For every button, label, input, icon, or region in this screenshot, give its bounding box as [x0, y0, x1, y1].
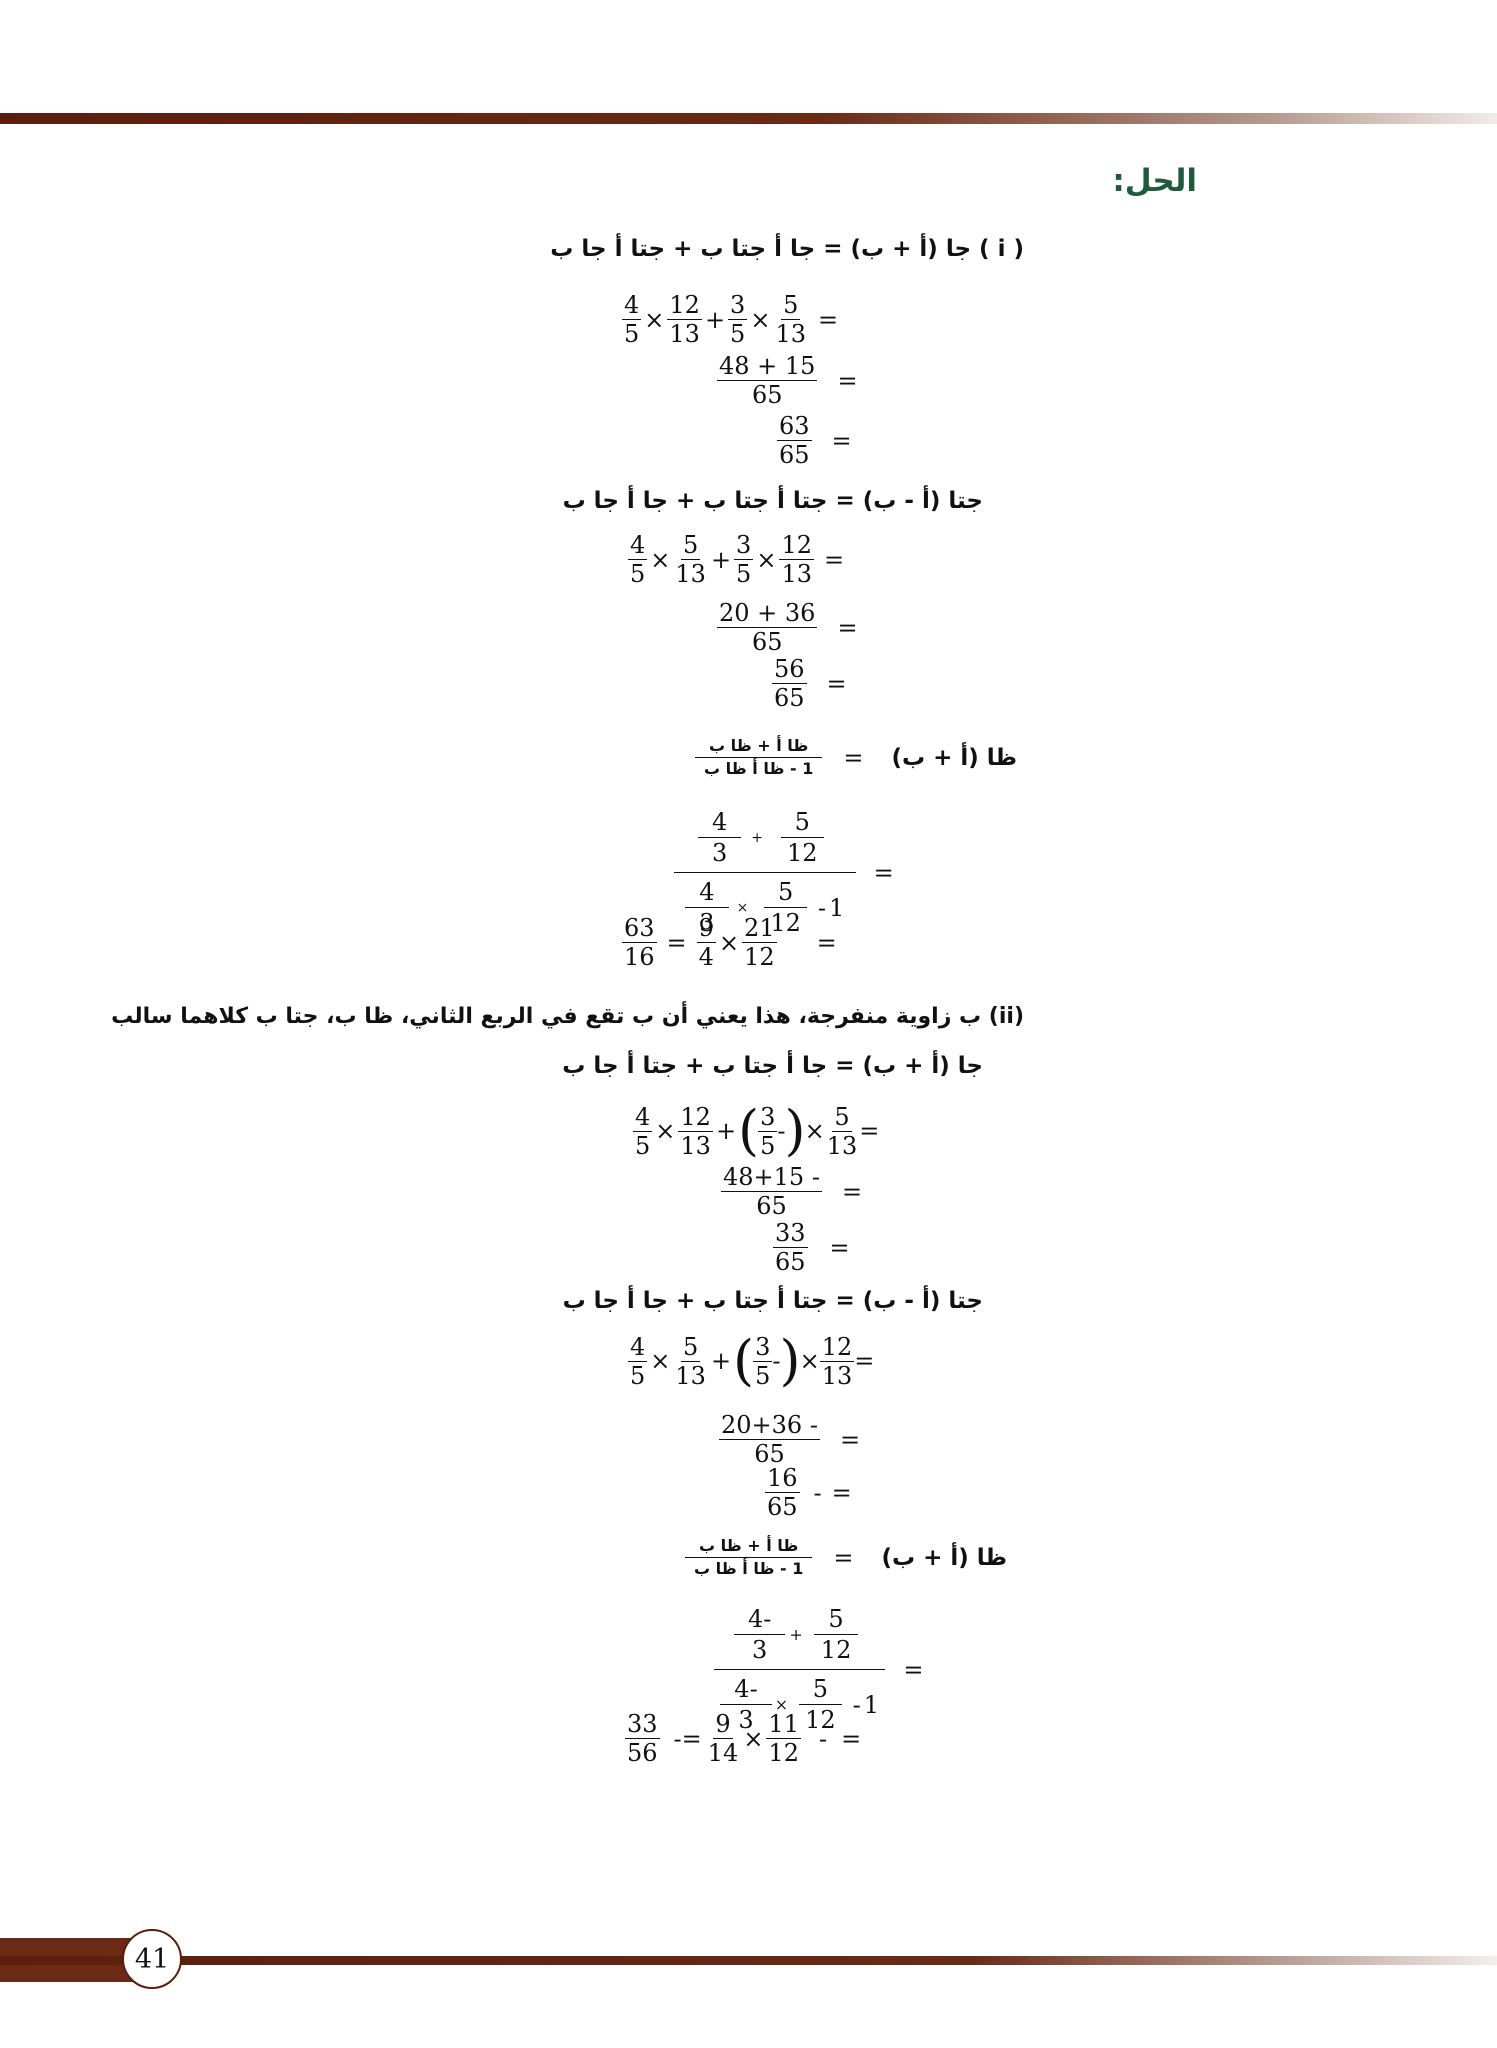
part-ii-sin-step-2: 48+15 -65 =	[721, 1165, 862, 1218]
part-i-cos-result: 56 65 =	[772, 657, 847, 710]
fraction: 5 13	[673, 533, 708, 586]
part-ii-cos-diff-formula: جتا (أ - ب) = جتا أ جتا ب + جا أ جا ب	[563, 1288, 983, 1314]
fraction: 9 14	[706, 1712, 741, 1765]
fraction: 12 13	[779, 533, 814, 586]
part-i-sin-sum-formula: ( i ) جا (أ + ب) = جا أ جتا ب + جتا أ جا…	[550, 236, 1024, 262]
fraction: 48+15 -65	[721, 1165, 822, 1218]
fraction: 5 13	[773, 293, 808, 346]
fraction: 48 + 15 65	[717, 354, 817, 407]
fraction: 12 13	[667, 293, 702, 346]
part-ii-sin-sum-formula: جا (أ + ب) = جا أ جتا ب + جتا أ جا ب	[562, 1053, 983, 1079]
part-ii-tan-label: ظا (أ + ب)	[881, 1545, 1007, 1571]
fraction: 56 65	[772, 657, 807, 710]
fraction: 5 13	[825, 1105, 860, 1158]
part-i-cos-diff-formula: جتا (أ - ب) = جتا أ جتا ب + جا أ جا ب	[563, 488, 983, 514]
part-i-sin-step-2: 48 + 15 65 =	[717, 354, 858, 407]
part-ii-sin-result: 33 65 =	[773, 1221, 850, 1274]
part-ii-tan-result: 33 56 -= 9 14 × 11 12 - =	[625, 1712, 861, 1765]
fraction: 5 13	[673, 1335, 708, 1388]
fraction: 20+36 -65	[719, 1413, 820, 1466]
fraction: 5 12	[773, 807, 832, 868]
fraction: 12 13	[820, 1335, 855, 1388]
part-ii-cos-result: 16 65 - =	[765, 1466, 852, 1519]
fraction: 12 13	[678, 1105, 713, 1158]
part-ii-cos-step-2: 20+36 -65 =	[719, 1413, 860, 1466]
fraction: 63 16	[622, 916, 657, 969]
page-number: 41	[135, 1944, 169, 1975]
fraction: 33 65	[773, 1221, 808, 1274]
fraction: 11 12	[766, 1712, 801, 1765]
part-i-sin-result: 63 65 =	[777, 414, 852, 467]
fraction: 20 + 36 65	[717, 601, 817, 654]
fraction: 4- 3	[734, 1604, 785, 1665]
top-decorative-bar	[0, 113, 1497, 124]
fraction: 21 12	[742, 916, 777, 969]
part-ii-intro: (ii) ب زاوية منفرجة، هذا يعني أن ب تقع ف…	[111, 1004, 1024, 1029]
bottom-decorative-bar	[0, 1956, 1497, 1965]
part-i-cos-step-2: 20 + 36 65 =	[717, 601, 858, 654]
fraction: 16 65	[765, 1466, 800, 1519]
solution-heading: الحل:	[1112, 163, 1197, 199]
fraction: 63 65	[777, 414, 812, 467]
part-i-tan-label: ظا (أ + ب)	[891, 745, 1017, 771]
fraction: 5 12	[807, 1604, 866, 1665]
page-number-badge: 41	[122, 1929, 182, 1989]
fraction: 33 56	[625, 1712, 660, 1765]
